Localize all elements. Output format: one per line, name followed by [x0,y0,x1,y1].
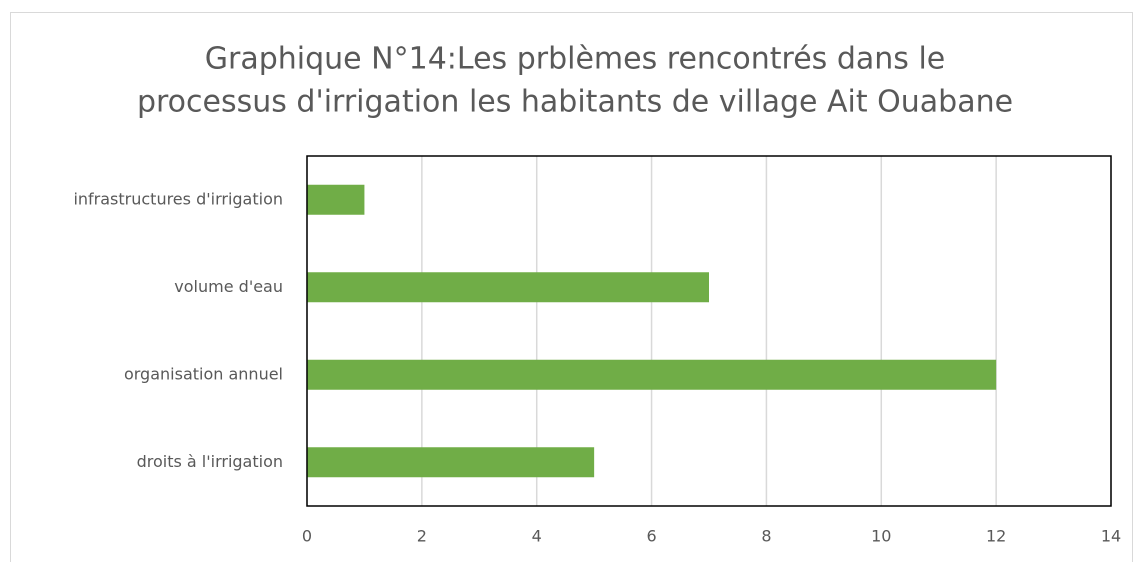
y-tick-label: volume d'eau [174,277,283,296]
chart-title: processus d'irrigation les habitants de … [137,85,1013,120]
bar [307,184,365,215]
chart-title: Graphique N°14:Les prblèmes rencontrés d… [205,42,945,77]
x-tick-label: 0 [302,527,312,546]
x-tick-label: 6 [646,527,656,546]
plot-border [306,155,1112,507]
x-tick-label: 10 [871,527,891,546]
x-tick-label: 2 [417,527,427,546]
x-tick-label: 8 [761,527,771,546]
x-tick-label: 14 [1101,527,1121,546]
bar [307,359,997,390]
y-tick-label: organisation annuel [124,364,283,383]
x-tick-label: 12 [986,527,1006,546]
y-tick-label: infrastructures d'irrigation [73,189,283,208]
bar [307,447,595,478]
bar [307,272,709,303]
x-tick-label: 4 [532,527,542,546]
y-tick-label: droits à l'irrigation [137,452,283,471]
